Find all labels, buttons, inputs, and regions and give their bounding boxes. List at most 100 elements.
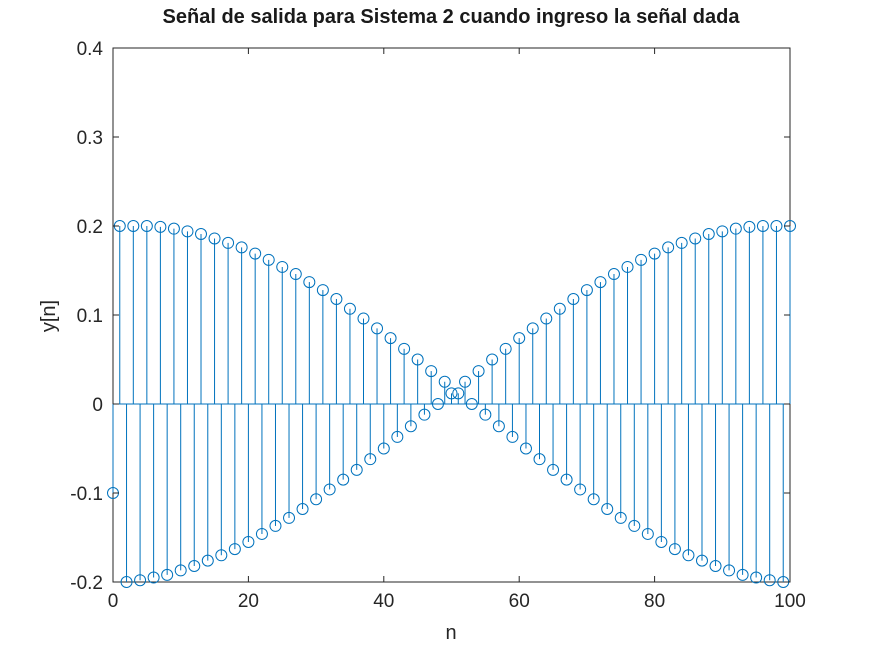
stem-marker (120, 576, 133, 588)
stem-marker (506, 430, 519, 443)
stem-marker (418, 408, 431, 421)
stem-marker (147, 571, 160, 584)
stem-marker (648, 247, 661, 260)
stem-marker (364, 453, 377, 466)
x-tick-label: 80 (644, 591, 665, 612)
x-tick-label: 0 (108, 591, 119, 612)
x-tick-label: 60 (509, 591, 530, 612)
stem-marker (675, 236, 688, 249)
stem-marker (499, 342, 512, 355)
stem-marker (709, 559, 722, 572)
stem-marker (337, 473, 350, 486)
stem-marker (668, 543, 681, 556)
stem-marker (174, 564, 187, 577)
stem-marker (404, 420, 417, 433)
stem-marker (255, 527, 268, 540)
stem-marker (479, 408, 492, 421)
plot-area: 0 20 40 60 80 100 -0.2 -0.1 0 0.1 0.2 0.3 0.4 (70, 39, 806, 612)
stem-marker (303, 276, 316, 289)
stem-marker (296, 503, 309, 516)
y-axis-label: y[n] (38, 300, 60, 332)
stem-marker (398, 342, 411, 355)
stem-marker (763, 574, 776, 587)
stem-marker (208, 232, 221, 245)
stem-marker (235, 241, 248, 254)
y-tick-label: 0 (92, 395, 103, 416)
y-tick-label: 0.1 (77, 306, 103, 327)
stem-marker (601, 503, 614, 516)
stem-marker (445, 387, 458, 400)
stem-marker (662, 241, 675, 254)
stem-marker (343, 302, 356, 315)
stem-marker (641, 527, 654, 540)
stem-marker (635, 253, 648, 266)
stem-marker (472, 365, 485, 378)
stem-marker (371, 322, 384, 335)
stem-marker (310, 493, 323, 506)
stem-marker (276, 260, 289, 273)
stem-marker (323, 483, 336, 496)
x-tick-label: 40 (373, 591, 394, 612)
stem-marker (161, 568, 174, 581)
stem-marker (574, 483, 587, 496)
stem-marker (567, 292, 580, 305)
stem-marker (215, 549, 228, 562)
stem-marker (519, 442, 532, 455)
y-tick-label: 0.4 (77, 39, 104, 60)
stem-marker (614, 511, 627, 524)
stem-marker (465, 398, 478, 410)
stem-marker (540, 312, 553, 325)
stem-marker (723, 564, 736, 577)
stem-marker (655, 535, 668, 548)
stem-marker (269, 519, 282, 532)
stem-marker (716, 225, 729, 238)
stem-marker (431, 398, 444, 410)
stem-marker (316, 284, 329, 297)
stem-marker (547, 463, 560, 476)
stem-marker (140, 220, 153, 232)
stem-marker (188, 559, 201, 572)
stem-marker (411, 353, 424, 366)
stem-marker (181, 225, 194, 238)
stem-marker (594, 276, 607, 289)
stem-marker (621, 260, 634, 273)
chart-title: Señal de salida para Sistema 2 cuando in… (163, 6, 741, 28)
stem-marker (127, 220, 140, 232)
y-tick-label: -0.1 (70, 484, 103, 505)
stem-marker (607, 268, 620, 281)
stem-marker (533, 453, 546, 466)
stem-marker (587, 493, 600, 506)
stem-marker (134, 574, 147, 587)
stem-marker (580, 284, 593, 297)
y-tick-label: -0.2 (70, 573, 103, 594)
y-tick-label: 0.3 (77, 128, 103, 149)
stem-marker (195, 228, 208, 241)
stem-marker (702, 228, 715, 241)
stem-marker (201, 554, 214, 567)
stem-marker (425, 365, 438, 378)
stem-marker (262, 253, 275, 266)
stem-marker (743, 220, 756, 233)
stem-marker (486, 353, 499, 366)
stem-marker (249, 247, 262, 260)
stem-marker (770, 220, 783, 232)
y-tick-label: 0.2 (77, 217, 103, 238)
x-tick-label: 100 (774, 591, 806, 612)
stem-marker (459, 375, 472, 388)
stem-marker (682, 549, 695, 562)
stem-marker (384, 332, 397, 345)
stem-marker (391, 430, 404, 443)
stem-marker (492, 420, 505, 433)
stem-marker (750, 571, 763, 584)
stem-marker (628, 519, 641, 532)
stem-marker (560, 473, 573, 486)
stem-marker (242, 535, 255, 548)
stem-marker (689, 232, 702, 245)
stem-marker (438, 375, 451, 388)
stem-marker (729, 222, 742, 235)
stem-marker (452, 387, 465, 400)
plot-frame (112, 47, 791, 583)
stem-marker (222, 236, 235, 249)
